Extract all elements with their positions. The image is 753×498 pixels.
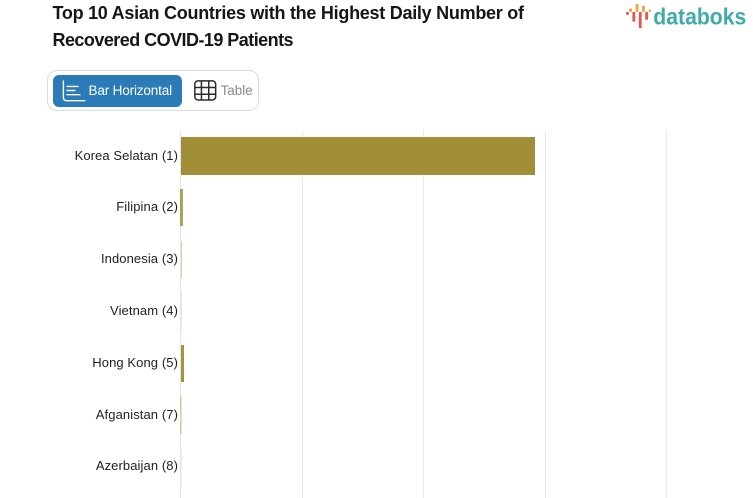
svg-text:databoks: databoks — [653, 4, 746, 30]
